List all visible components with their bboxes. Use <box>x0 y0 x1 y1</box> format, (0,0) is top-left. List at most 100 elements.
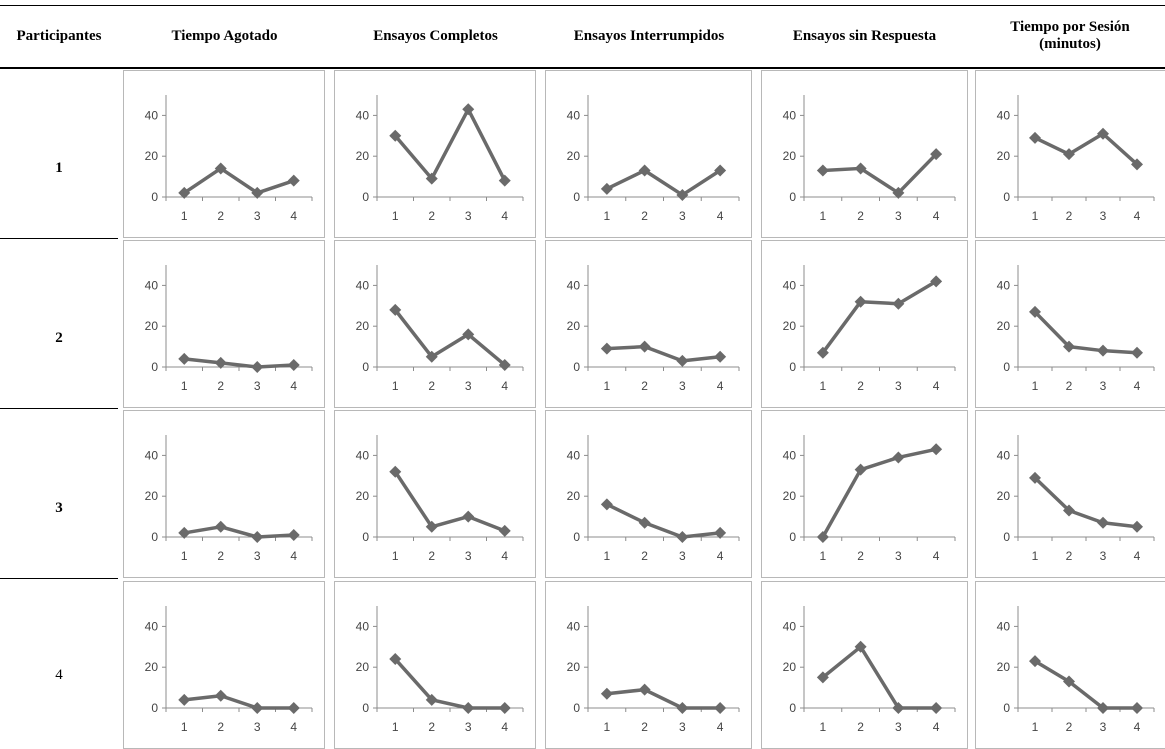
data-point <box>214 162 227 175</box>
data-point <box>251 361 264 373</box>
y-tick-label: 0 <box>362 701 369 715</box>
data-point <box>676 188 689 201</box>
series-line <box>393 470 506 533</box>
x-tick-label: 3 <box>1100 549 1107 563</box>
x-tick-label: 4 <box>717 549 724 563</box>
data-point <box>462 103 475 116</box>
chart-panel: 0 20 40 1 2 3 4 <box>545 410 752 578</box>
row-separator <box>0 408 118 409</box>
x-tick-label: 3 <box>895 549 902 563</box>
panel-plot: 0 20 40 1 2 3 4 <box>145 606 313 734</box>
series-line <box>822 152 938 195</box>
data-point <box>638 340 651 353</box>
chart-panel: 0 20 40 1 2 3 4 <box>975 240 1165 408</box>
data-point <box>214 689 227 702</box>
series-line <box>393 107 507 182</box>
x-tick-label: 3 <box>254 549 261 563</box>
y-tick-label: 20 <box>356 489 370 503</box>
data-point <box>854 295 867 308</box>
y-tick-label: 20 <box>567 660 581 674</box>
x-tick-label: 2 <box>1066 720 1073 734</box>
x-tick-label: 2 <box>641 209 648 223</box>
data-point <box>389 303 402 316</box>
panel-plot: 0 20 40 1 2 3 4 <box>567 435 740 563</box>
x-tick-label: 1 <box>820 549 827 563</box>
y-tick-label: 0 <box>362 360 369 374</box>
x-tick-label: 4 <box>290 379 297 393</box>
data-point <box>714 164 727 177</box>
series-line <box>183 525 294 539</box>
y-tick-label: 20 <box>567 319 581 333</box>
series-line <box>1033 476 1138 529</box>
y-tick-label: 0 <box>573 530 580 544</box>
data-point <box>1063 340 1075 353</box>
chart-panel: 0 20 40 1 2 3 4 <box>761 410 968 578</box>
x-tick-label: 2 <box>857 720 864 734</box>
data-point <box>1097 516 1109 529</box>
data-point <box>714 526 727 539</box>
chart-panel: 0 20 40 1 2 3 4 <box>334 70 536 238</box>
x-tick-label: 3 <box>465 549 472 563</box>
x-tick-label: 2 <box>217 720 224 734</box>
y-tick-label: 20 <box>356 149 370 163</box>
column-header-ensayos-interrumpidos: Ensayos Interrumpidos <box>573 27 725 44</box>
series-line <box>821 447 937 538</box>
y-tick-label: 0 <box>151 360 158 374</box>
data-point <box>930 702 943 714</box>
x-tick-label: 2 <box>428 549 435 563</box>
chart-panel: 0 20 40 1 2 3 4 <box>123 410 325 578</box>
data-point <box>1063 148 1075 161</box>
data-point <box>425 693 438 706</box>
panel-plot: 0 20 40 1 2 3 4 <box>567 265 740 393</box>
x-tick-label: 1 <box>604 379 611 393</box>
x-tick-label: 1 <box>392 209 399 223</box>
y-tick-label: 0 <box>151 701 158 715</box>
y-tick-label: 0 <box>151 190 158 204</box>
panel-plot: 0 20 40 1 2 3 4 <box>783 435 956 563</box>
y-tick-label: 40 <box>783 448 797 462</box>
y-tick-label: 40 <box>567 278 581 292</box>
y-tick-label: 0 <box>789 190 796 204</box>
y-tick-label: 20 <box>997 660 1011 674</box>
x-tick-label: 2 <box>428 720 435 734</box>
x-tick-label: 3 <box>254 720 261 734</box>
column-header-tiempo-agotado: Tiempo Agotado <box>171 27 278 44</box>
data-point <box>714 350 727 363</box>
y-tick-label: 0 <box>362 190 369 204</box>
series-line <box>1033 310 1138 355</box>
x-tick-label: 3 <box>679 720 686 734</box>
panel-plot: 0 20 40 1 2 3 4 <box>783 95 956 223</box>
y-tick-label: 0 <box>789 530 796 544</box>
row-separator <box>0 578 118 579</box>
data-point <box>676 531 689 543</box>
column-header-ensayos-sin-respuesta: Ensayos sin Respuesta <box>792 27 937 44</box>
x-tick-label: 4 <box>933 549 940 563</box>
data-point <box>178 693 191 706</box>
data-point <box>930 275 943 288</box>
column-header-tiempo-por-sesion: Tiempo por Sesión (minutos) <box>1010 19 1130 52</box>
y-tick-label: 20 <box>567 149 581 163</box>
x-tick-label: 3 <box>465 379 472 393</box>
x-tick-label: 2 <box>1066 209 1073 223</box>
data-point <box>178 352 191 365</box>
panel-plot: 0 20 40 1 2 3 4 <box>783 606 956 734</box>
y-tick-label: 0 <box>573 360 580 374</box>
y-tick-label: 20 <box>783 489 797 503</box>
y-tick-label: 20 <box>145 660 159 674</box>
x-tick-label: 4 <box>717 209 724 223</box>
x-tick-label: 1 <box>604 209 611 223</box>
y-tick-label: 40 <box>783 108 797 122</box>
panel-plot: 0 20 40 1 2 3 4 <box>356 95 524 223</box>
data-point <box>462 328 475 341</box>
data-point <box>676 354 689 367</box>
y-tick-label: 20 <box>783 149 797 163</box>
chart-panel: 0 20 40 1 2 3 4 <box>123 581 325 749</box>
x-tick-label: 2 <box>428 379 435 393</box>
panel-plot: 0 20 40 1 2 3 4 <box>997 435 1155 563</box>
chart-panel: 0 20 40 1 2 3 4 <box>545 581 752 749</box>
x-tick-label: 2 <box>1066 549 1073 563</box>
x-tick-label: 4 <box>933 209 940 223</box>
data-point <box>251 531 264 543</box>
x-tick-label: 2 <box>641 379 648 393</box>
y-tick-label: 0 <box>1003 190 1010 204</box>
